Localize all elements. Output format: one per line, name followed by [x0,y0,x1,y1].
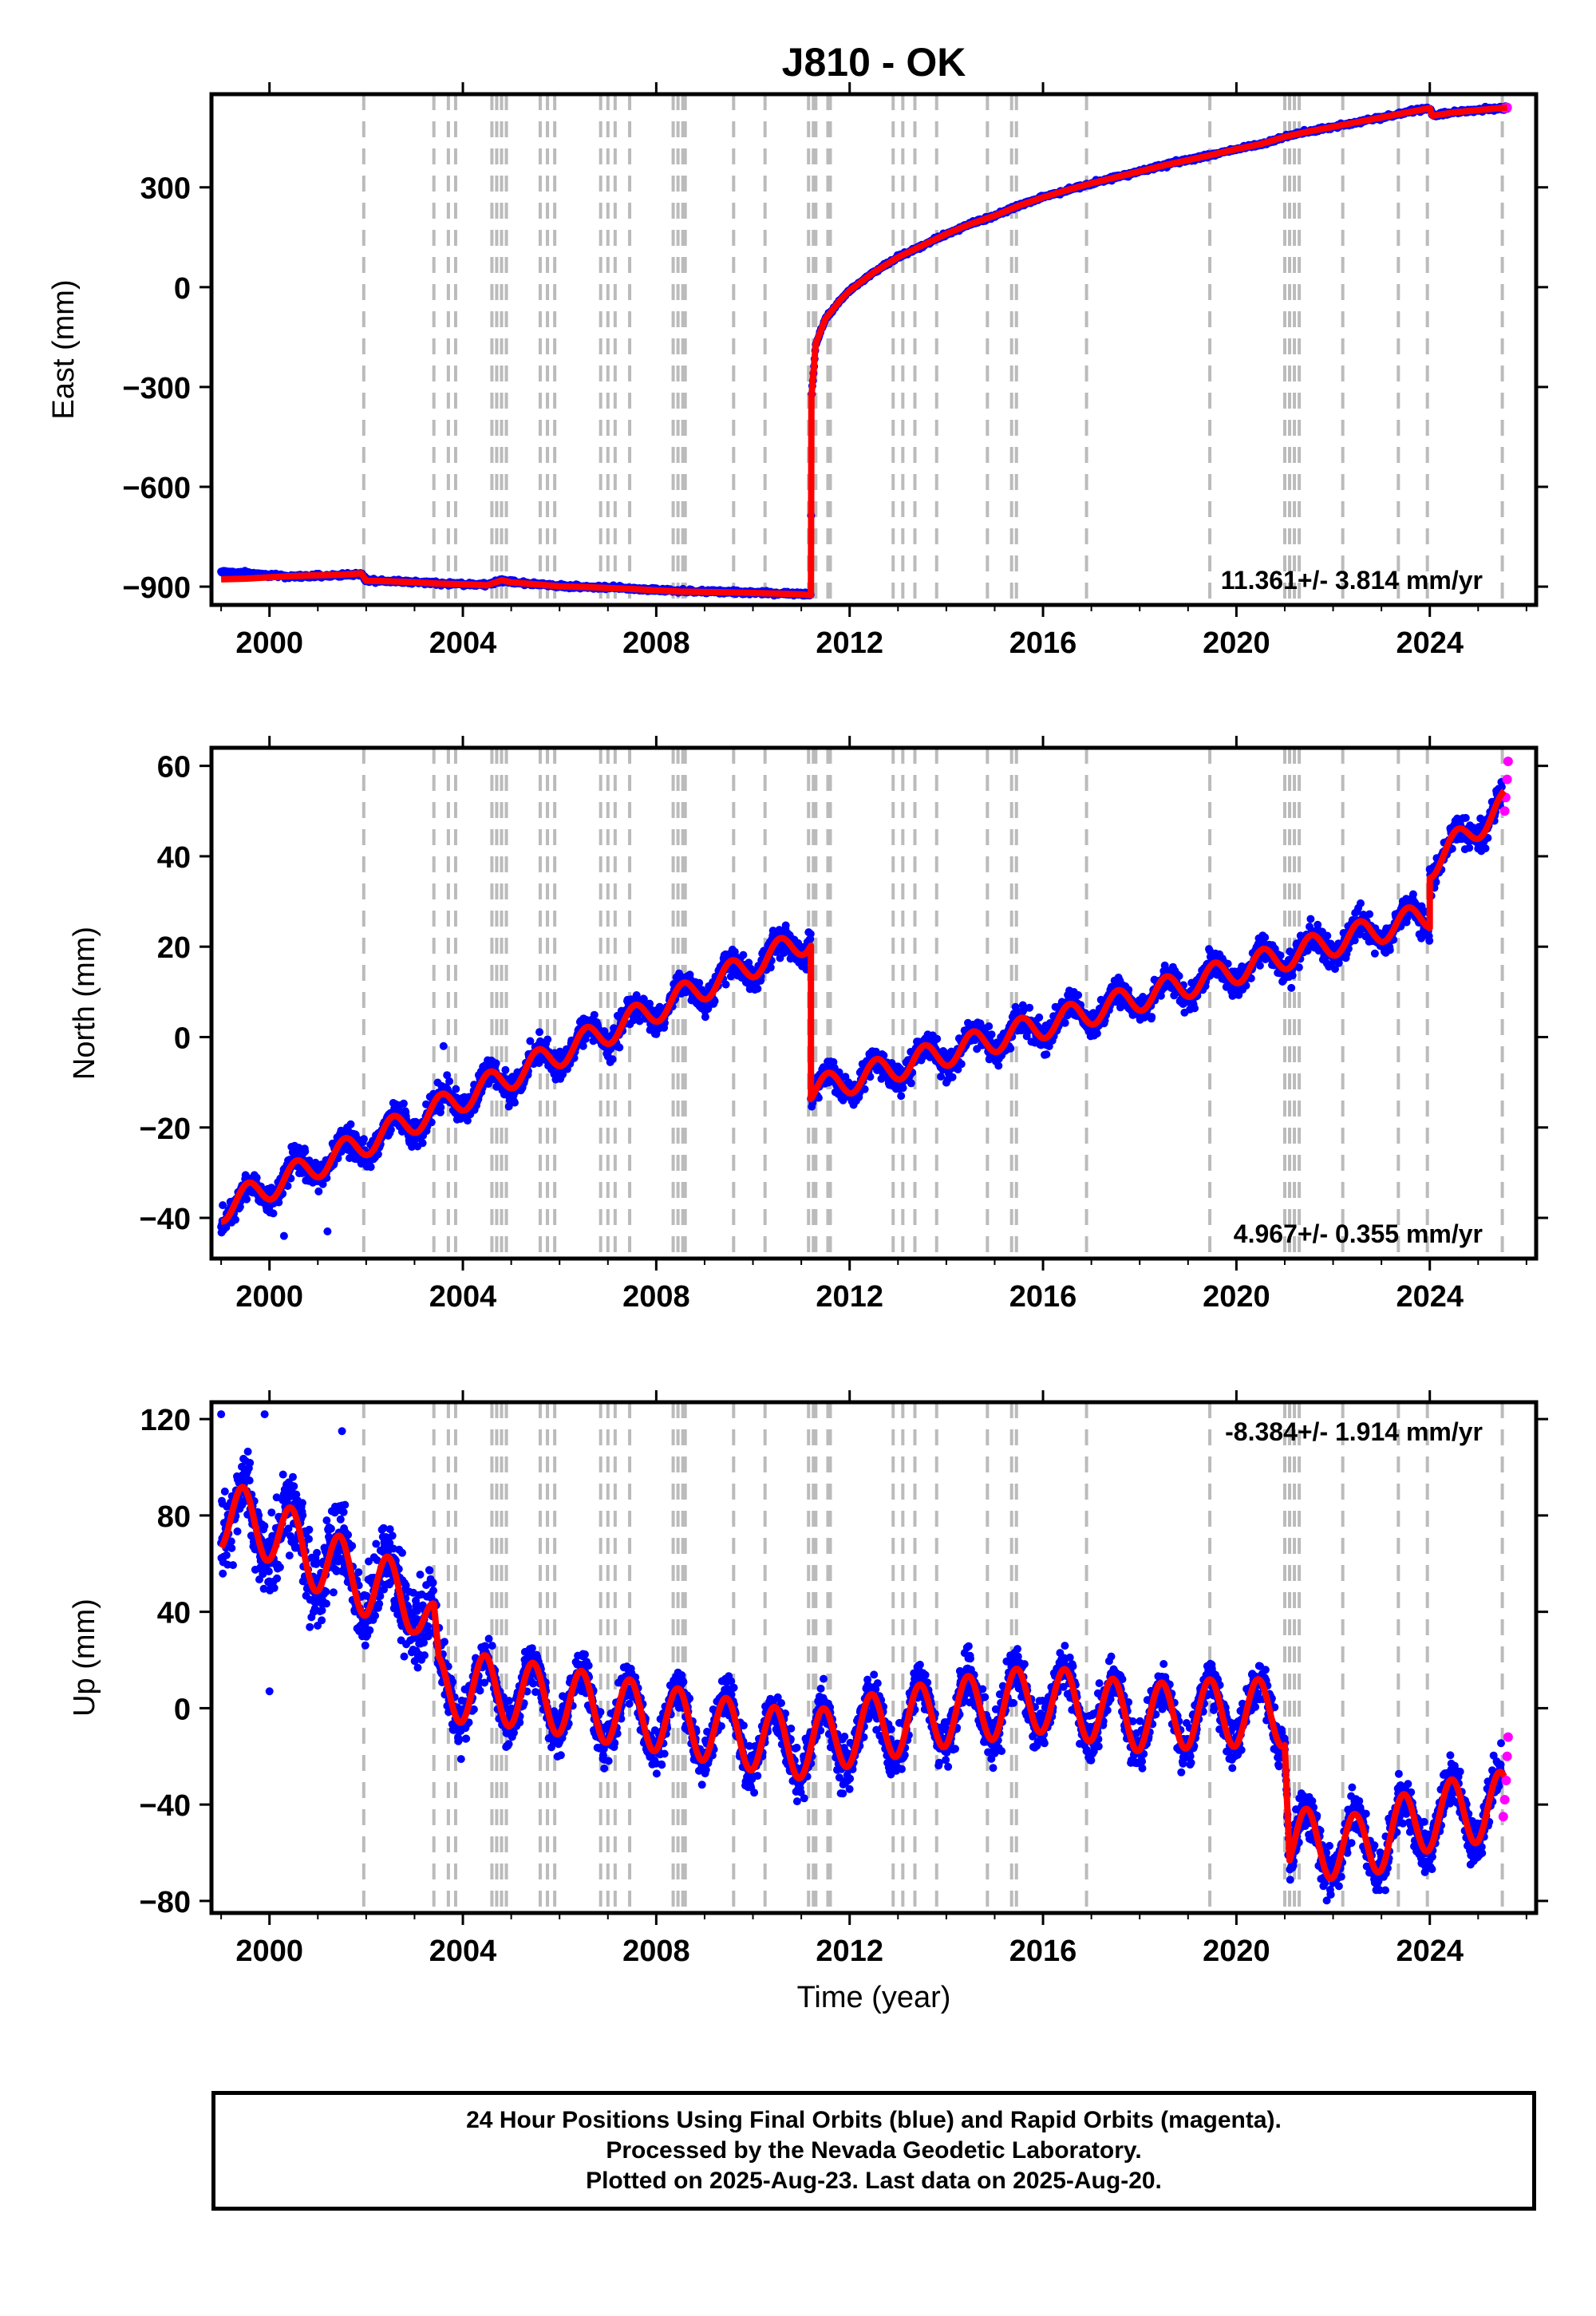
north-point [800,958,809,966]
north-point [504,1102,513,1111]
north-point [629,1016,638,1025]
north-point [615,1043,624,1052]
north-point [600,1027,609,1036]
north-point [318,1180,327,1188]
north-point [559,1070,567,1079]
figure-title: J810 - OK [782,40,966,85]
east-ytick-label: 300 [140,172,191,206]
north-observations [217,756,1513,1240]
north-point [907,1079,915,1088]
north-point [581,1035,590,1043]
north-point [860,1085,869,1093]
north-point [994,1061,1003,1070]
north-point [710,997,719,1006]
north-point [346,1120,355,1128]
east-plot-frame [209,92,1539,607]
east-xtick-label: 2000 [235,626,303,660]
north-point [427,1118,436,1127]
north-point [639,994,648,1003]
north-point [252,1173,261,1182]
north-point [806,930,815,939]
north-point [243,1195,251,1203]
north-point [386,1125,395,1134]
north-point [360,1135,368,1144]
north-point [492,1059,500,1068]
north-point [590,1010,598,1019]
north-point [511,1098,519,1107]
north-point [899,1084,907,1093]
north-point [814,1093,823,1102]
north-point [695,978,704,987]
north-point [501,1065,510,1074]
north-point [753,984,762,993]
east-panel: −900 −600 −300 0 300 2000 2004 2008 2012 2016 2020… [47,82,1548,660]
north-point [721,980,730,989]
east-xtick-label: 2024 [1396,626,1464,660]
east-ytick-label: −900 [122,571,191,605]
north-point [739,951,748,959]
north-point [1148,1013,1156,1022]
north-point [231,1215,239,1224]
north-point [1025,1003,1034,1012]
north-point [985,1022,994,1030]
east-ytick-label: −600 [122,472,191,505]
north-point [701,1013,709,1022]
north-point [1042,1050,1051,1059]
north-point [437,1103,445,1112]
north-point [897,1092,906,1101]
east-ylabel: East (mm) [47,279,81,419]
east-xtick-label: 2020 [1203,626,1270,660]
east-observations [217,102,1512,600]
north-event-lines [361,748,1504,1259]
east-event-lines [361,94,1504,605]
north-point [373,1150,382,1159]
north-point [314,1187,323,1196]
east-xtick-label: 2008 [622,626,690,660]
north-point [301,1147,310,1156]
north-point [269,1209,278,1218]
north-point [948,1073,957,1081]
north-point [608,1055,617,1064]
north-point [275,1198,283,1207]
east-xtick-label: 2004 [429,626,497,660]
north-point [766,963,775,972]
north-point [219,1201,227,1210]
north-point [535,1028,543,1037]
east-rate-annotation: 11.361+/- 3.814 mm/yr [1221,566,1483,595]
north-point [1061,1018,1069,1027]
east-ytick-label: 0 [174,272,191,306]
north-point [418,1139,427,1148]
north-point [579,1041,587,1050]
north-point [443,1071,452,1080]
north-point [1074,990,1083,999]
north-point [1035,1013,1044,1022]
east-xtick-label: 2016 [1009,626,1077,660]
north-point [957,1060,966,1069]
north-point [445,1077,454,1085]
north-point [781,921,790,930]
north-point [1092,1030,1101,1037]
north-point [543,1035,552,1044]
north-point [937,1073,946,1081]
east-ytick-label: −300 [122,372,191,405]
north-point [526,1037,535,1045]
north-point [463,1117,472,1125]
north-point [399,1099,408,1108]
north-point [366,1163,375,1172]
north-point [1006,1044,1015,1053]
east-xtick-label: 2012 [816,626,883,660]
north-point [452,1085,460,1093]
east-fit-line [220,104,1507,599]
north-point [646,999,654,1008]
north-point [933,1034,942,1043]
north-point [1191,1004,1199,1013]
north-point [987,1030,996,1039]
